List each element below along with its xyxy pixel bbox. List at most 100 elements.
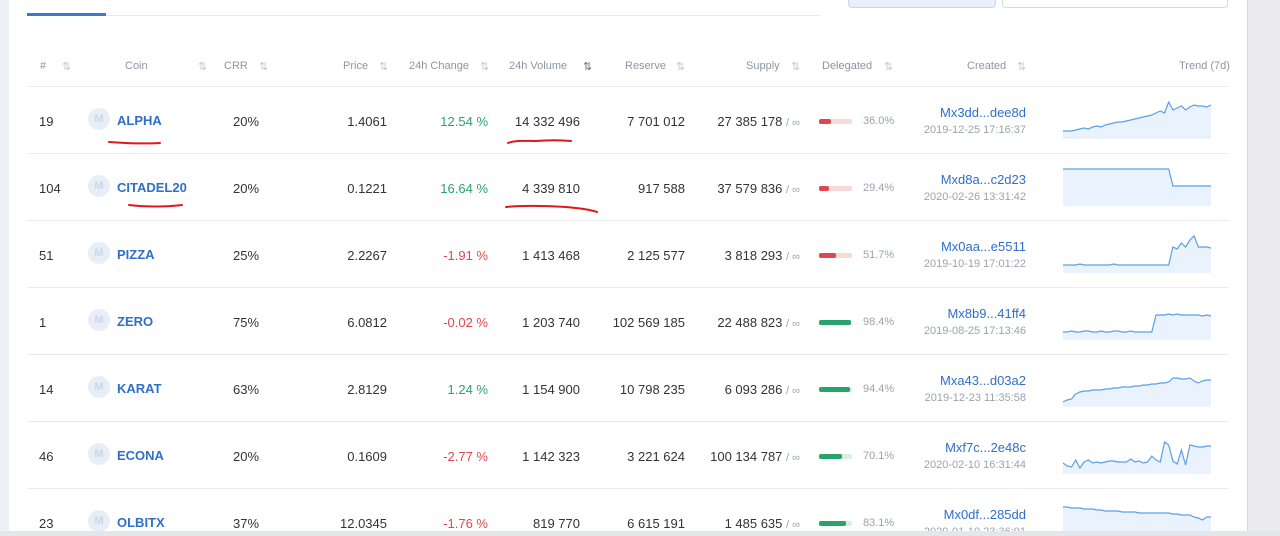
coin-avatar-icon: M	[88, 309, 110, 331]
supply-infinity: / ∞	[786, 117, 800, 129]
sparkline-area	[1063, 442, 1211, 474]
row-divider	[27, 220, 1229, 221]
header-supply[interactable]: Supply	[746, 60, 780, 72]
search-input[interactable]	[1002, 0, 1228, 8]
row-divider	[27, 287, 1229, 288]
tab-active-indicator[interactable]	[27, 13, 106, 16]
header-volume[interactable]: 24h Volume	[509, 60, 568, 72]
supply-infinity: / ∞	[786, 251, 800, 263]
coin-change: 12.54 %	[440, 114, 488, 129]
coin-avatar-icon: M	[88, 242, 110, 264]
creator-address-link[interactable]: Mxa43...d03a2	[939, 373, 1026, 388]
created-date: 2020-02-26 13:31:42	[923, 191, 1026, 203]
delegated-bar	[819, 454, 852, 459]
sparkline-line	[1063, 313, 1211, 333]
header-price[interactable]: Price	[343, 60, 369, 72]
coin-crr: 20%	[233, 449, 260, 464]
coin-reserve: 3 221 624	[627, 449, 685, 464]
sparkline-line	[1063, 377, 1211, 403]
coin-supply: 37 579 836 / ∞	[717, 181, 800, 196]
creator-address-link[interactable]: Mxd8a...c2d23	[940, 172, 1026, 187]
sparkline-area	[1063, 378, 1211, 407]
sparkline-area	[1063, 236, 1211, 273]
sort-icon[interactable]: ⇅	[1017, 61, 1026, 73]
scrollbar-track[interactable]	[1247, 0, 1280, 536]
delegated-bar-fill	[819, 387, 851, 392]
created-date: 2019-10-19 17:01:22	[923, 258, 1026, 270]
creator-address-link[interactable]: Mx0aa...e5511	[940, 239, 1026, 254]
coin-supply: 27 385 178 / ∞	[717, 114, 800, 129]
trend-sparkline	[1063, 101, 1211, 139]
coin-rank: 19	[39, 114, 54, 129]
table-row[interactable]: 104 M CITADEL20 20% 0.1221 16.64 % 4 339 810 91…	[9, 154, 1247, 221]
sort-icon[interactable]: ⇅	[791, 61, 800, 73]
coin-link[interactable]: CITADEL20	[117, 180, 187, 195]
coin-crr: 63%	[233, 382, 260, 397]
coin-rank: 51	[39, 248, 54, 263]
coin-reserve: 2 125 577	[627, 248, 685, 263]
supply-infinity: / ∞	[786, 385, 800, 397]
coin-price: 0.1221	[347, 181, 387, 196]
coin-volume: 1 154 900	[522, 382, 580, 397]
coin-crr: 37%	[233, 516, 260, 531]
created-date: 2019-08-25 17:13:46	[923, 325, 1026, 337]
header-change[interactable]: 24h Change	[409, 60, 469, 72]
delegated-bar-fill	[819, 186, 829, 191]
table-row[interactable]: 46 M ECONA 20% 0.1609 -2.77 % 1 142 323 3 221 6…	[9, 422, 1247, 489]
creator-address-link[interactable]: Mx0df...285dd	[943, 507, 1026, 522]
sort-icon[interactable]: ⇅	[198, 61, 207, 73]
header-coin[interactable]: Coin	[125, 60, 148, 72]
delegated-bar	[819, 521, 852, 526]
table-row[interactable]: 23 M OLBITX 37% 12.0345 -1.76 % 819 770 6 615 1…	[9, 489, 1247, 536]
sort-icon-active[interactable]: ⇅	[583, 61, 592, 73]
coin-supply: 22 488 823 / ∞	[717, 315, 800, 330]
sort-icon[interactable]: ⇅	[480, 61, 489, 73]
sort-icon[interactable]: ⇅	[379, 61, 388, 73]
coin-link[interactable]: OLBITX	[117, 515, 165, 530]
coin-rank: 23	[39, 516, 54, 531]
coin-volume: 14 332 496	[514, 114, 580, 129]
table-row[interactable]: 19 M ALPHA 20% 1.4061 12.54 % 14 332 496 7 701 …	[9, 87, 1247, 154]
sort-icon[interactable]: ⇅	[676, 61, 685, 73]
sort-icon[interactable]: ⇅	[62, 61, 71, 73]
header-num[interactable]: #	[40, 60, 47, 72]
coin-link[interactable]: ECONA	[117, 448, 164, 463]
coin-volume: 1 413 468	[522, 248, 580, 263]
table-row[interactable]: 51 M PIZZA 25% 2.2267 -1.91 % 1 413 468 2 125 5…	[9, 221, 1247, 288]
header-reserve[interactable]: Reserve	[625, 60, 666, 72]
creator-address-link[interactable]: Mxf7c...2e48c	[945, 440, 1026, 455]
created-date: 2019-12-25 17:16:37	[923, 124, 1026, 136]
supply-value: 6 093 286	[724, 382, 783, 397]
delegated-percent: 83.1%	[863, 517, 895, 529]
sparkline-area	[1063, 314, 1211, 340]
filter-button[interactable]	[848, 0, 996, 8]
table-row[interactable]: 14 M KARAT 63% 2.8129 1.24 % 1 154 900 10 798 2…	[9, 355, 1247, 422]
header-created[interactable]: Created	[967, 60, 1007, 72]
table-row[interactable]: 1 M ZERO 75% 6.0812 -0.02 % 1 203 740 102 569 1…	[9, 288, 1247, 355]
header-crr[interactable]: CRR	[224, 60, 248, 72]
sparkline-line	[1063, 168, 1211, 187]
coin-volume: 4 339 810	[522, 181, 580, 196]
coin-rank: 104	[39, 181, 61, 196]
coin-supply: 3 818 293 / ∞	[725, 248, 800, 263]
coin-link[interactable]: KARAT	[117, 381, 162, 396]
header-delegated[interactable]: Delegated	[822, 60, 873, 72]
horizontal-scrollbar[interactable]	[0, 531, 1280, 536]
coin-link[interactable]: ZERO	[117, 314, 154, 329]
creator-address-link[interactable]: Mx8b9...41ff4	[947, 306, 1026, 321]
coin-change: 1.24 %	[447, 382, 488, 397]
coin-supply: 1 485 635 / ∞	[725, 516, 800, 531]
sparkline-line	[1063, 235, 1211, 266]
coin-price: 2.2267	[347, 248, 387, 263]
sort-icon[interactable]: ⇅	[259, 61, 268, 73]
supply-infinity: / ∞	[786, 519, 800, 531]
sort-icon[interactable]: ⇅	[884, 61, 893, 73]
trend-sparkline	[1063, 377, 1211, 407]
creator-address-link[interactable]: Mx3dd...dee8d	[939, 105, 1026, 120]
coin-link[interactable]: PIZZA	[117, 247, 155, 262]
coin-reserve: 6 615 191	[627, 516, 685, 531]
coin-change: -1.76 %	[443, 516, 488, 531]
coin-change: -1.91 %	[443, 248, 488, 263]
coin-avatar-icon: M	[88, 443, 110, 465]
coin-link[interactable]: ALPHA	[117, 113, 162, 128]
